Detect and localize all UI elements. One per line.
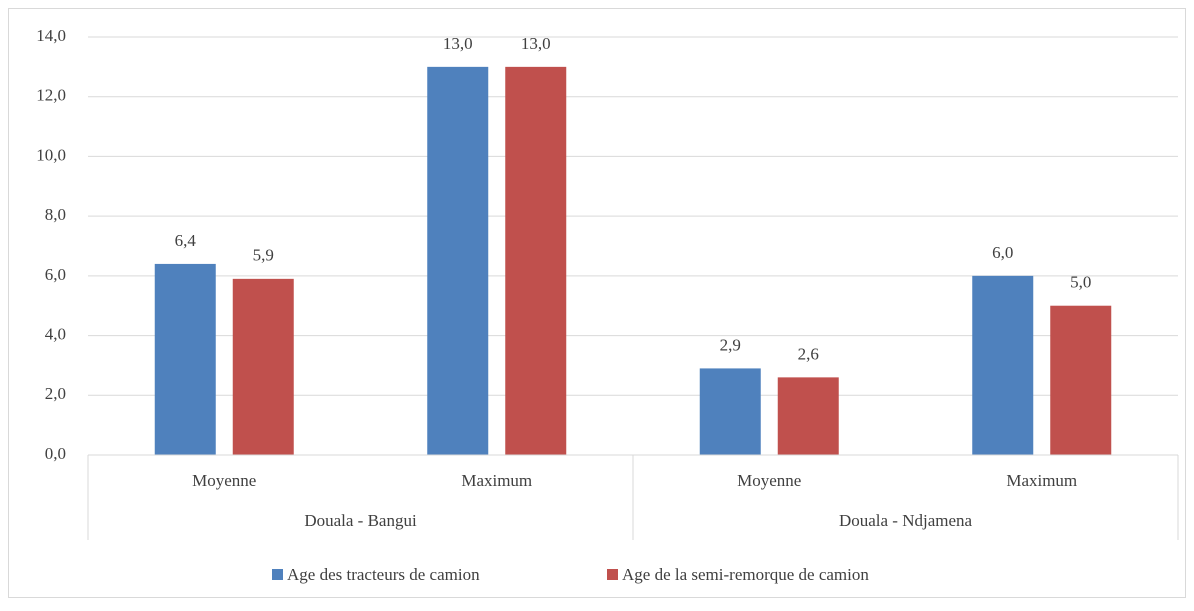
x-tick-label: Maximum xyxy=(461,471,532,490)
value-label: 5,0 xyxy=(1070,273,1091,292)
group-label: Douala - Bangui xyxy=(304,511,417,530)
value-label: 5,9 xyxy=(253,246,274,265)
value-label: 13,0 xyxy=(443,34,473,53)
y-tick-label: 4,0 xyxy=(45,324,66,343)
bar xyxy=(777,377,839,455)
bar xyxy=(972,275,1034,455)
legend-label: Age des tracteurs de camion xyxy=(287,565,480,584)
legend-label: Age de la semi-remorque de camion xyxy=(622,565,869,584)
x-tick-label: Maximum xyxy=(1006,471,1077,490)
y-tick-label: 8,0 xyxy=(45,205,66,224)
bar xyxy=(505,66,567,455)
bar xyxy=(232,278,294,455)
value-label: 2,6 xyxy=(798,344,819,363)
value-label: 6,0 xyxy=(992,243,1013,262)
legend-swatch xyxy=(607,569,618,580)
x-tick-label: Moyenne xyxy=(192,471,256,490)
value-label: 6,4 xyxy=(175,231,197,250)
legend-swatch xyxy=(272,569,283,580)
bar xyxy=(427,66,489,455)
bar xyxy=(154,263,216,455)
y-tick-label: 12,0 xyxy=(36,86,66,105)
y-tick-label: 14,0 xyxy=(36,26,66,45)
y-tick-label: 10,0 xyxy=(36,145,66,164)
value-label: 13,0 xyxy=(521,34,551,53)
bar xyxy=(699,368,761,455)
y-tick-label: 0,0 xyxy=(45,444,66,463)
bar xyxy=(1050,305,1112,455)
x-tick-label: Moyenne xyxy=(737,471,801,490)
y-tick-label: 2,0 xyxy=(45,384,66,403)
group-label: Douala - Ndjamena xyxy=(839,511,973,530)
y-tick-label: 6,0 xyxy=(45,265,66,284)
value-label: 2,9 xyxy=(720,335,741,354)
